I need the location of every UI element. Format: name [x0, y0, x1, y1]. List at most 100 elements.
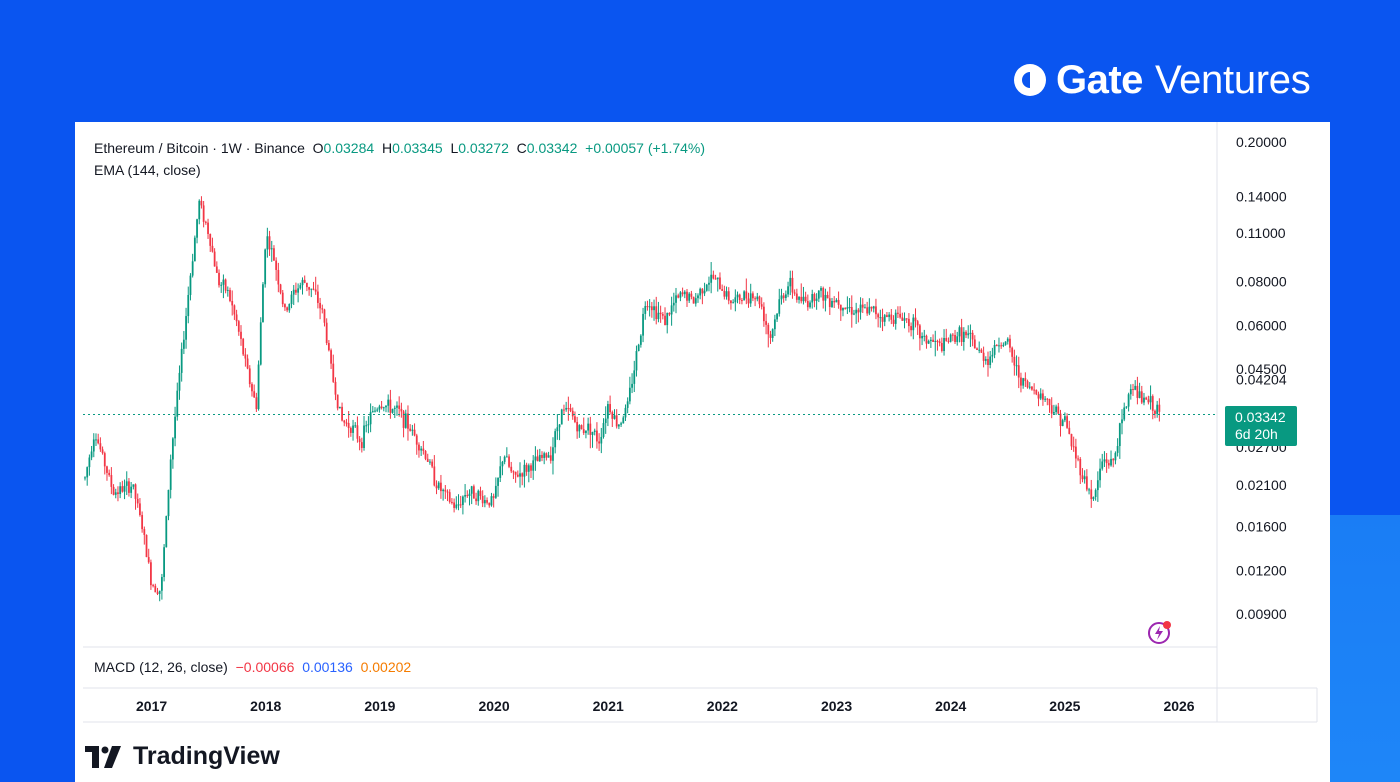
candle-body: [927, 341, 930, 344]
candle-body: [760, 304, 763, 307]
candle-body: [910, 326, 912, 331]
candle-body: [202, 205, 205, 222]
candle-body: [130, 486, 133, 493]
candle-body: [622, 417, 625, 424]
candle-body: [327, 343, 330, 351]
ema-indicator-label[interactable]: EMA (144, close): [94, 162, 201, 178]
candle-body: [248, 368, 251, 385]
candle-body: [642, 313, 644, 336]
candle-body: [591, 431, 594, 435]
candle-body: [552, 447, 554, 461]
candle-body: [857, 309, 860, 313]
candle-body: [200, 200, 203, 206]
candle-body: [273, 248, 275, 261]
candle-body: [1138, 391, 1141, 398]
candle-body: [1011, 347, 1014, 357]
candle-body: [369, 412, 372, 425]
candle-body: [1107, 463, 1110, 466]
candle-body: [820, 288, 822, 291]
high-value: 0.03345: [392, 140, 443, 156]
candle-body: [1002, 344, 1005, 347]
candle-body: [1156, 404, 1159, 414]
lightning-icon[interactable]: [1147, 619, 1173, 645]
candle-body: [376, 409, 379, 411]
candle-body: [1048, 399, 1051, 406]
candle-body: [207, 222, 209, 234]
candle-body: [262, 284, 264, 323]
candle-body: [128, 481, 130, 493]
candle-body: [688, 293, 691, 301]
candle-body: [613, 415, 616, 419]
last-price-tag: 0.03342 6d 20h: [1225, 406, 1297, 446]
macd-legend[interactable]: MACD (12, 26, close) −0.00066 0.00136 0.…: [94, 659, 411, 675]
candle-body: [141, 515, 144, 530]
candle-body: [633, 370, 636, 384]
candle-body: [501, 461, 504, 467]
candle-body: [1070, 433, 1073, 447]
candle-body: [1143, 397, 1145, 403]
candle-body: [1134, 385, 1137, 390]
candle-body: [980, 349, 983, 353]
candle-body: [472, 486, 475, 499]
candle-body: [541, 454, 543, 458]
candle-body: [826, 294, 829, 299]
candle-body: [903, 318, 906, 321]
price-chart[interactable]: 0.20000 0.14000 0.11000 0.08000 0.06000 0.045…: [75, 122, 1330, 782]
candle-body: [1068, 427, 1071, 434]
candle-body: [224, 279, 227, 291]
candle-body: [844, 307, 847, 309]
low-value: 0.03272: [458, 140, 509, 156]
candle-body: [888, 314, 891, 317]
candle-body: [802, 296, 805, 302]
candle-body: [334, 381, 337, 395]
candle-body: [679, 292, 682, 298]
candle-body: [1066, 416, 1068, 428]
candle-body: [839, 304, 842, 311]
candle-body: [694, 298, 697, 304]
candle-body: [951, 334, 954, 336]
candle-body: [312, 288, 315, 290]
x-tick-label: 2017: [136, 698, 167, 714]
candle-body: [1079, 458, 1082, 476]
candle-body: [582, 429, 585, 433]
candle-body: [483, 500, 486, 504]
candle-body: [1061, 420, 1064, 426]
candle-body: [593, 430, 596, 432]
candle-body: [835, 299, 838, 303]
candle-body: [670, 305, 673, 315]
candle-body: [602, 423, 605, 437]
candle-body: [117, 492, 119, 495]
candle-body: [644, 306, 647, 314]
candle-body: [712, 274, 715, 279]
candle-body: [609, 404, 611, 413]
candle-body: [213, 251, 216, 267]
candle-body: [442, 489, 445, 492]
candle-body: [240, 331, 242, 339]
candle-body: [934, 340, 937, 342]
gate-logo-icon: [1014, 64, 1046, 96]
candle-body: [521, 473, 524, 477]
candle-body: [596, 430, 598, 442]
candle-body: [615, 415, 618, 427]
candle-body: [719, 277, 721, 290]
candle-body: [837, 299, 840, 305]
candle-body: [191, 261, 194, 276]
candle-body: [536, 456, 539, 462]
candle-body: [220, 284, 223, 286]
candle-body: [145, 534, 148, 558]
candle-body: [295, 289, 297, 293]
candle-body: [288, 304, 291, 311]
x-tick-label: 2025: [1049, 698, 1080, 714]
candle-body: [527, 465, 530, 472]
candle-body: [620, 423, 622, 425]
candle-body: [475, 498, 477, 502]
candle-body: [668, 312, 671, 315]
candle-body: [1004, 341, 1007, 345]
candle-body: [389, 399, 392, 413]
candle-body: [1147, 399, 1150, 403]
candle-body: [332, 363, 335, 382]
candle-body: [398, 405, 401, 409]
y-tick-label: 0.11000: [1236, 225, 1286, 241]
candle-body: [532, 460, 535, 471]
candle-body: [565, 407, 568, 410]
